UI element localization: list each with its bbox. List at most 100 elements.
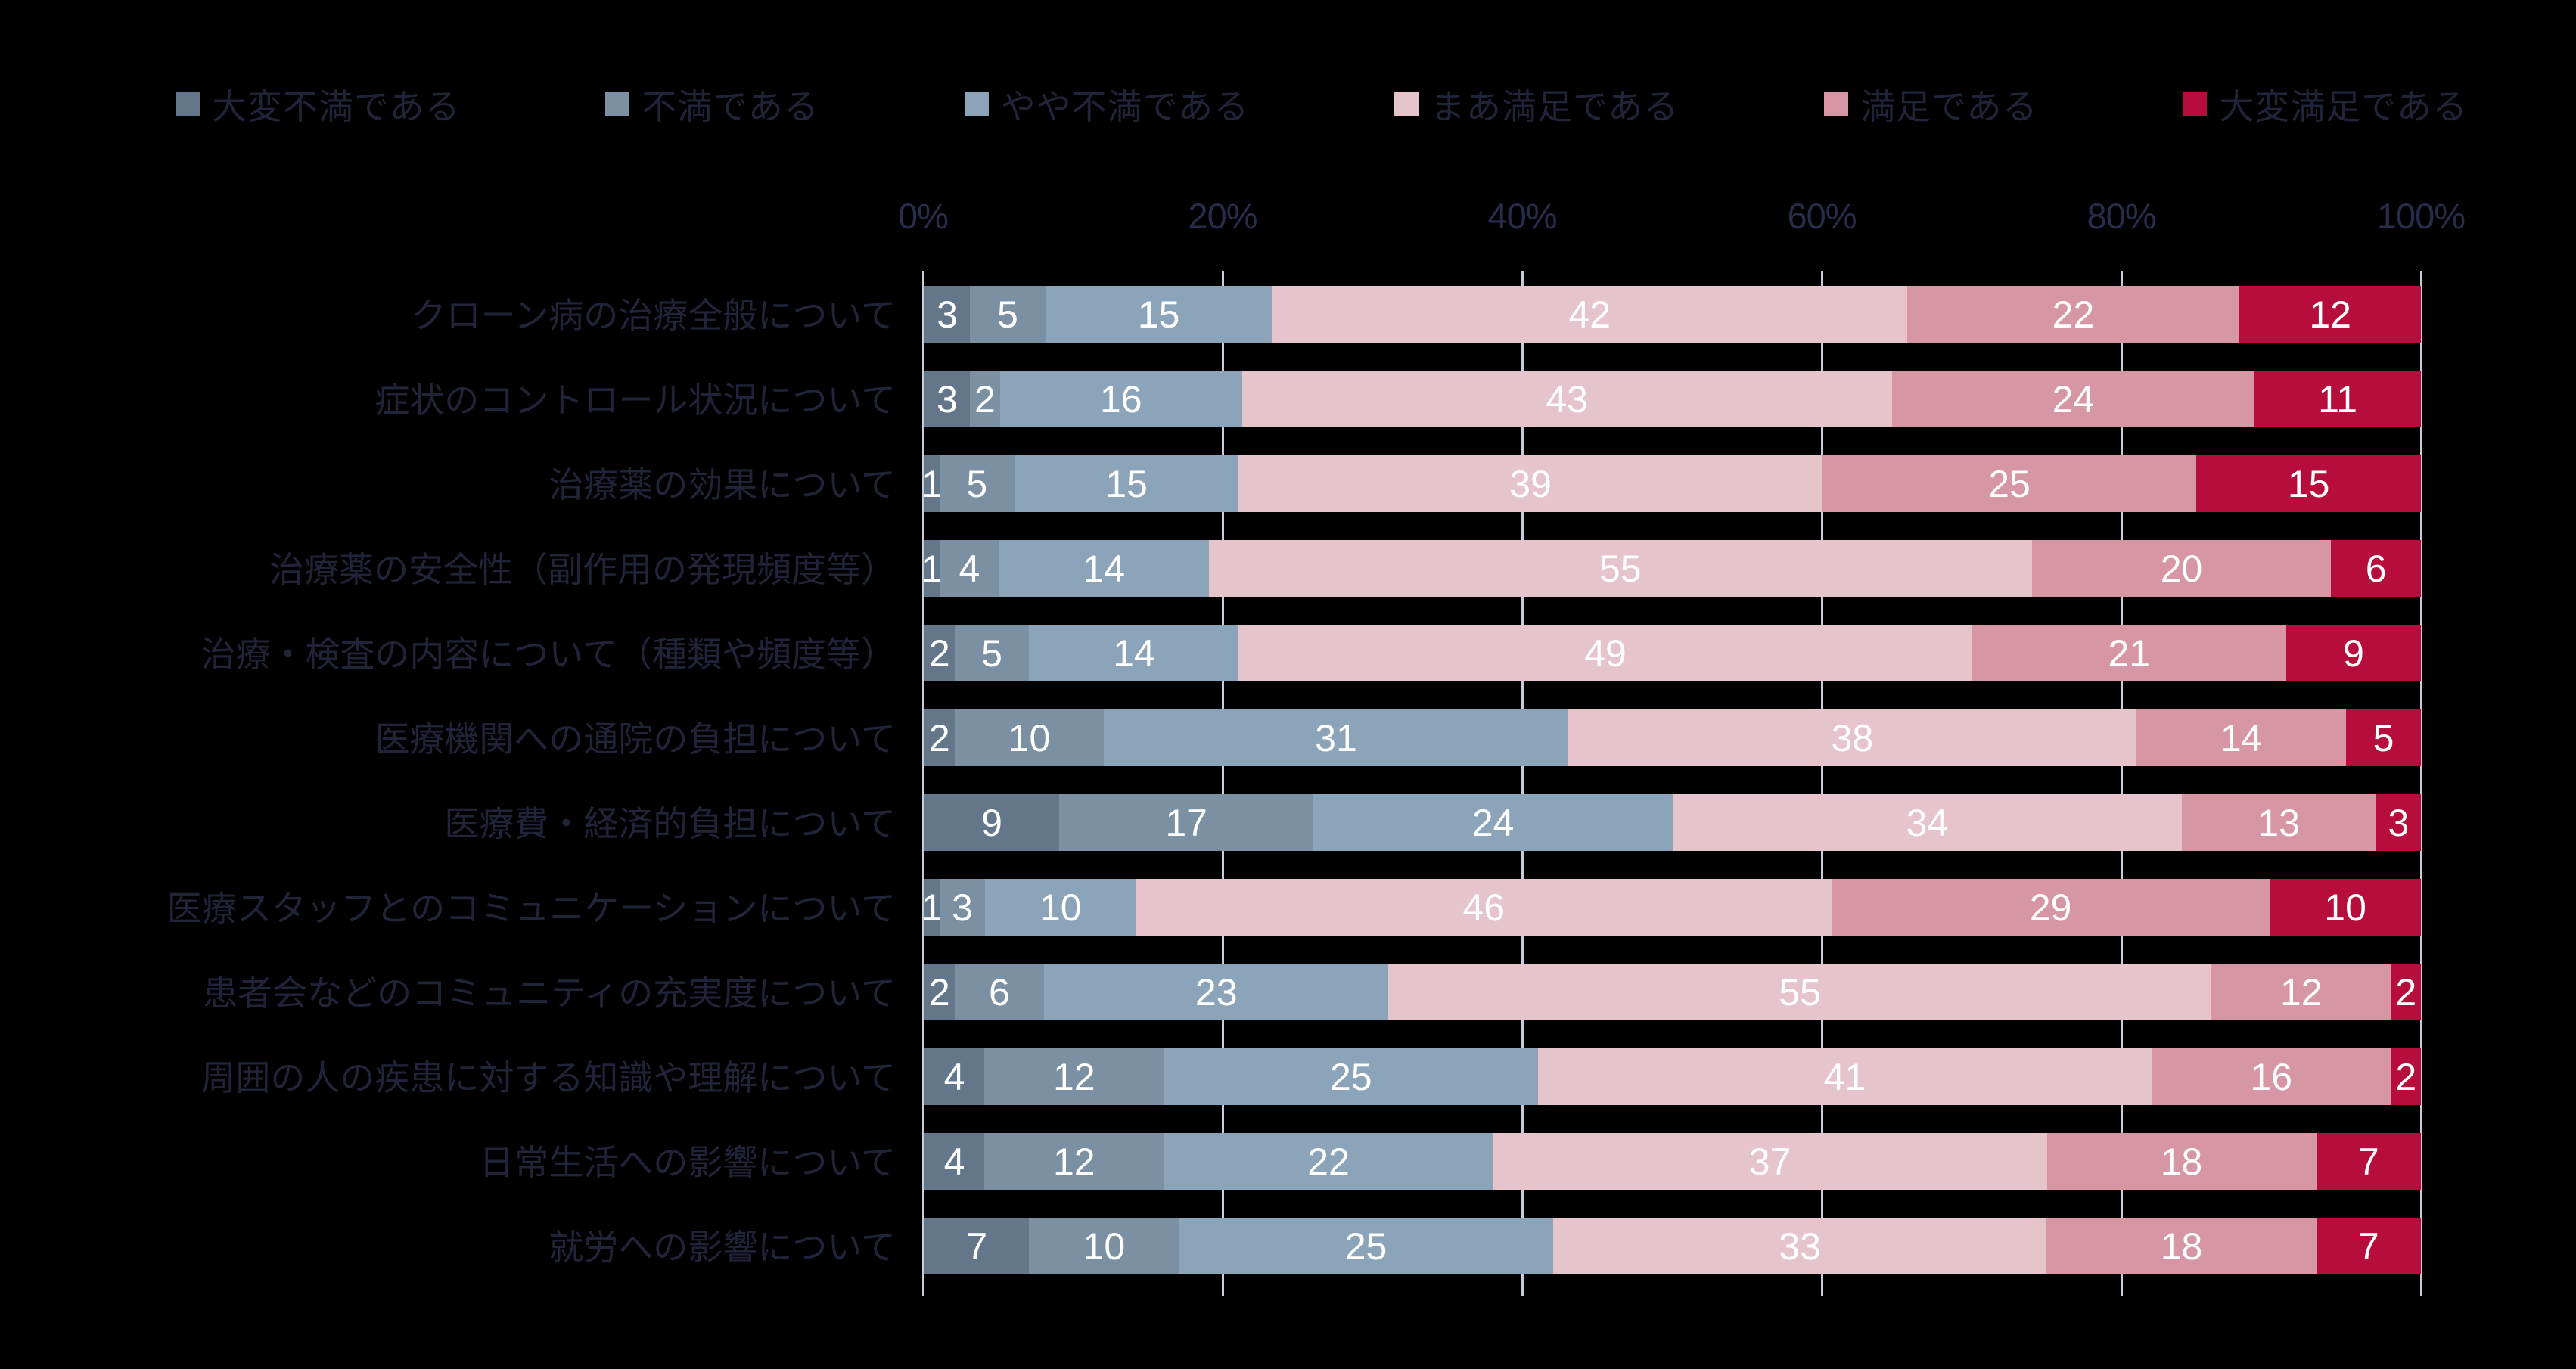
segment-value-label: 6: [989, 970, 1010, 1014]
bar-segment: 23: [1044, 964, 1389, 1020]
x-axis-tick-label: 100%: [2376, 196, 2466, 236]
segment-value-label: 22: [1307, 1140, 1350, 1183]
segment-value-label: 11: [2318, 377, 2358, 421]
segment-value-label: 20: [2160, 547, 2203, 590]
bar-segment: 12: [2239, 286, 2422, 343]
segment-value-label: 37: [1748, 1140, 1791, 1183]
bar-segment: 10: [1029, 1218, 1179, 1274]
segment-value-label: 4: [959, 547, 980, 590]
bar-segment: 4: [924, 1048, 985, 1105]
bar-segment: 2: [924, 709, 955, 766]
legend-label: 不満である: [642, 87, 819, 126]
bar-segment: 33: [1552, 1218, 2047, 1274]
segment-value-label: 55: [1599, 547, 1642, 590]
segment-value-label: 2: [974, 377, 996, 421]
segment-value-label: 15: [1137, 293, 1180, 336]
category-label: 治療薬の安全性（副作用の発現頻度等）: [269, 550, 896, 589]
segment-value-label: 5: [2372, 716, 2394, 759]
legend-label: 満足である: [1860, 87, 2038, 126]
segment-value-label: 29: [2029, 886, 2072, 929]
bar-segment: 38: [1568, 709, 2137, 766]
segment-value-label: 34: [1906, 801, 1949, 844]
bar-segment: 14: [999, 540, 1209, 597]
segment-value-label: 2: [2395, 1055, 2417, 1098]
category-label: 日常生活への影響について: [479, 1143, 896, 1182]
bar-segment: 2: [2391, 964, 2422, 1020]
bar-segment: 18: [2046, 1218, 2317, 1274]
segment-value-label: 33: [1779, 1225, 1821, 1268]
segment-value-label: 9: [2343, 632, 2364, 675]
bar-segment: 1: [921, 455, 943, 512]
segment-value-label: 41: [1823, 1055, 1866, 1098]
category-label: 治療・検査の内容について（種類や頻度等）: [200, 635, 896, 674]
segment-value-label: 16: [1099, 377, 1142, 421]
segment-value-label: 13: [2257, 801, 2300, 844]
segment-value-label: 4: [943, 1140, 965, 1183]
bar-segment: 34: [1673, 794, 2182, 851]
bar-segment: 10: [2270, 879, 2422, 936]
bar-segment: 5: [969, 286, 1046, 343]
bar-segment: 10: [984, 879, 1136, 936]
segment-value-label: 12: [1052, 1140, 1095, 1183]
legend-item: 不満である: [605, 79, 819, 129]
segment-value-label: 4: [943, 1055, 965, 1098]
plot-area: 3 5 15 42 22 12 3 2 16 43 24 11 1 5 15 39 25 15 1 4 14 55 20 6 2…: [921, 271, 2422, 1296]
segment-value-label: 46: [1462, 886, 1506, 929]
segment-value-label: 12: [2309, 293, 2351, 336]
segment-value-label: 3: [937, 293, 958, 336]
bar-row: 3 2 16 43 24 11: [924, 371, 2421, 427]
gridline: [1221, 271, 1224, 1296]
x-axis-tick-label: 20%: [1188, 196, 1257, 236]
legend-item: 満足である: [1824, 79, 2038, 129]
bar-segment: 5: [954, 625, 1030, 681]
segment-value-label: 21: [2108, 632, 2151, 675]
bar-segment: 4: [924, 1133, 985, 1190]
bar-segment: 5: [939, 455, 1015, 512]
bar-segment: 25: [1164, 1048, 1538, 1105]
bar-segment: 3: [939, 879, 985, 936]
segment-value-label: 10: [1039, 886, 1082, 929]
gridline: [2120, 271, 2123, 1296]
segment-value-label: 12: [2279, 970, 2323, 1014]
legend-item: まあ満足である: [1394, 79, 1680, 129]
bar-segment: 39: [1238, 455, 1822, 512]
bar-segment: 22: [1164, 1133, 1493, 1190]
segment-value-label: 22: [2052, 293, 2095, 336]
bar-segment: 37: [1493, 1133, 2047, 1190]
legend-item: 大変満足である: [2183, 79, 2468, 129]
bar-segment: 14: [1029, 625, 1239, 681]
category-label: 症状のコントロール状況について: [374, 380, 896, 420]
segment-value-label: 18: [2160, 1140, 2203, 1183]
segment-value-label: 14: [1113, 632, 1155, 675]
bar-row: 4 12 25 41 16 2: [924, 1048, 2422, 1105]
bar-row: 1 4 14 55 20 6: [921, 540, 2422, 597]
segment-value-label: 3: [937, 377, 958, 421]
legend-item: 大変不満である: [176, 79, 461, 129]
bar-row: 4 12 22 37 18 7: [924, 1133, 2421, 1190]
segment-value-label: 5: [966, 462, 988, 505]
segment-value-label: 10: [1083, 1225, 1126, 1268]
bar-segment: 3: [2376, 794, 2421, 851]
bar-segment: 14: [2136, 709, 2347, 766]
legend-swatch-icon: [605, 92, 630, 116]
bar-segment: 31: [1104, 709, 1568, 766]
gridline: [1521, 271, 1524, 1296]
bar-segment: 15: [1014, 455, 1239, 512]
bar-segment: 7: [2316, 1133, 2421, 1190]
segment-value-label: 23: [1195, 970, 1238, 1014]
bar-segment: 42: [1272, 286, 1907, 343]
bar-segment: 25: [1822, 455, 2197, 512]
legend-item: やや不満である: [964, 79, 1250, 129]
segment-value-label: 25: [1329, 1055, 1372, 1098]
segment-value-label: 25: [1988, 462, 2031, 505]
bar-row: 1 5 15 39 25 15: [921, 455, 2422, 512]
segment-value-label: 2: [928, 716, 950, 759]
segment-value-label: 3: [952, 886, 973, 929]
bar-segment: 1: [921, 540, 943, 597]
bar-segment: 22: [1906, 286, 2240, 343]
bar-segment: 13: [2181, 794, 2376, 851]
bar-segment: 10: [954, 709, 1105, 766]
segment-value-label: 49: [1584, 632, 1627, 675]
x-axis-tick-label: 40%: [1487, 196, 1557, 236]
